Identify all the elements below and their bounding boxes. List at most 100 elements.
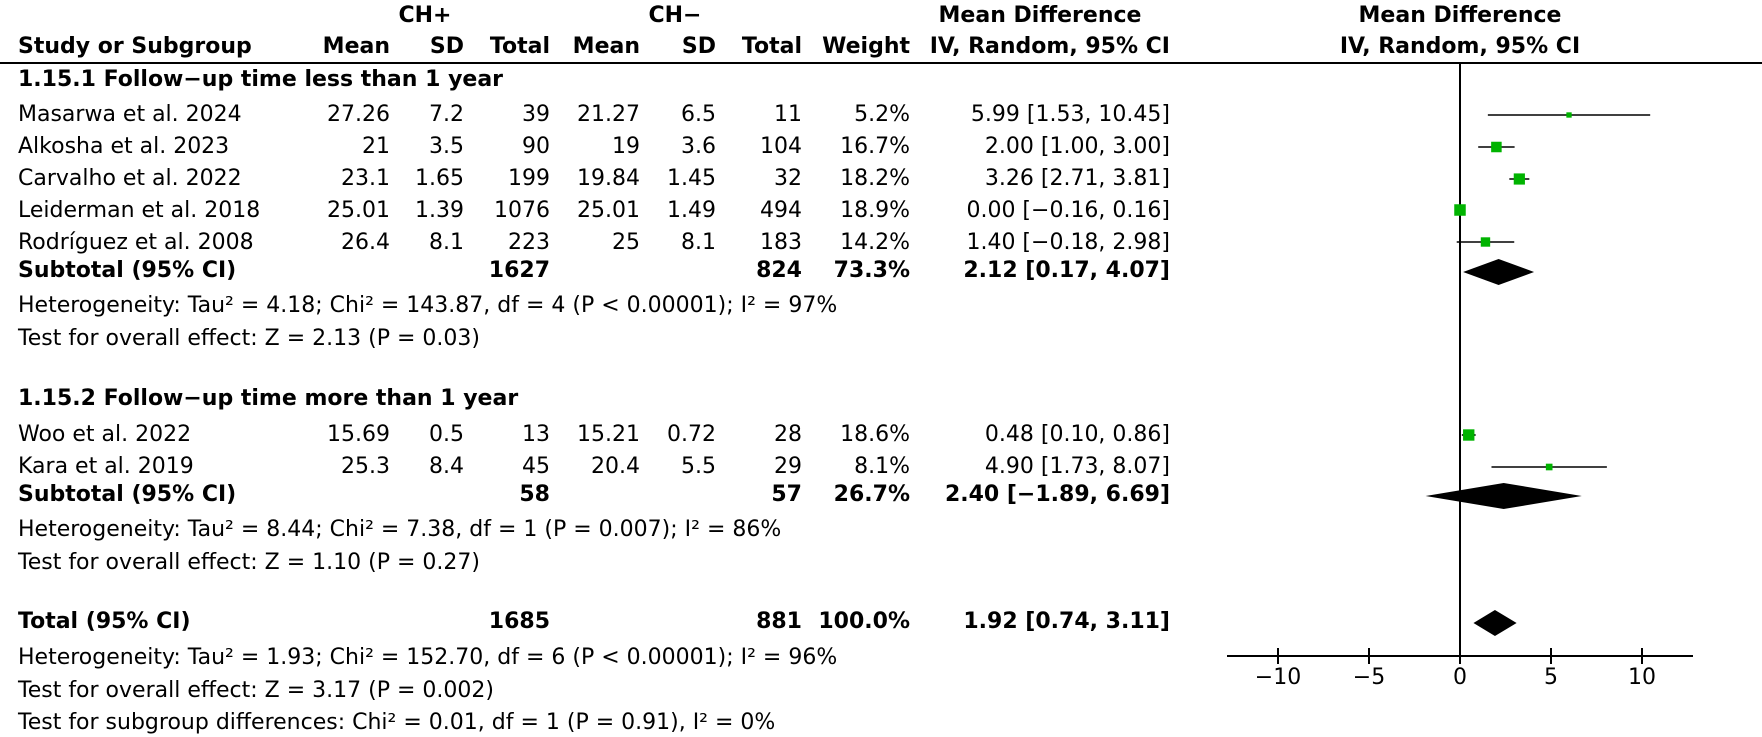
group1-header: CH+ <box>398 3 452 28</box>
total1-cell: 1076 <box>494 198 550 223</box>
total2-cell: 29 <box>774 454 802 479</box>
study-name: Kara et al. 2019 <box>18 454 194 479</box>
total2-cell: 104 <box>760 134 802 159</box>
sd2-cell: 5.5 <box>681 454 716 479</box>
mean2-col-header: Mean <box>572 34 640 59</box>
sd1-cell: 1.65 <box>415 166 464 191</box>
mean1-cell: 25.3 <box>341 454 390 479</box>
total2-col-header: Total <box>741 34 802 59</box>
subtotal-ci: 2.40 [−1.89, 6.69] <box>944 482 1170 507</box>
sd1-col-header: SD <box>429 34 464 59</box>
mean1-col-header: Mean <box>322 34 390 59</box>
mean1-cell: 25.01 <box>327 198 390 223</box>
ci-cell: 0.48 [0.10, 0.86] <box>984 422 1170 447</box>
x-axis-tick-label: 10 <box>1628 665 1656 690</box>
effect-square <box>1566 112 1572 118</box>
weight-cell: 18.9% <box>840 198 910 223</box>
weight-cell: 16.7% <box>840 134 910 159</box>
ci-cell: 2.00 [1.00, 3.00] <box>984 134 1170 159</box>
overall-effect-text: Test for overall effect: Z = 2.13 (P = 0… <box>18 326 480 351</box>
total1-cell: 39 <box>522 102 550 127</box>
study-name: Alkosha et al. 2023 <box>18 134 230 159</box>
pooled-diamond <box>1473 610 1517 636</box>
sd2-col-header: SD <box>681 34 716 59</box>
sd2-cell: 0.72 <box>667 422 716 447</box>
ci-cell: 4.90 [1.73, 8.07] <box>984 454 1170 479</box>
subgroup-title: 1.15.2 Follow−up time more than 1 year <box>18 386 519 411</box>
mean1-cell: 15.69 <box>327 422 390 447</box>
weight-cell: 18.2% <box>840 166 910 191</box>
subtotal-n2: 824 <box>756 258 802 283</box>
total2-cell: 494 <box>760 198 802 223</box>
study-name: Woo et al. 2022 <box>18 422 192 447</box>
mean1-cell: 27.26 <box>327 102 390 127</box>
sd1-cell: 7.2 <box>429 102 464 127</box>
total-heterogeneity-text: Heterogeneity: Tau² = 1.93; Chi² = 152.7… <box>18 645 838 670</box>
overall-effect-text: Test for overall effect: Z = 1.10 (P = 0… <box>18 550 480 575</box>
total2-cell: 183 <box>760 230 802 255</box>
effect-square <box>1463 429 1475 441</box>
total1-cell: 199 <box>508 166 550 191</box>
heterogeneity-text: Heterogeneity: Tau² = 4.18; Chi² = 143.8… <box>18 293 838 318</box>
effect-square <box>1545 463 1553 471</box>
subtotal-weight: 26.7% <box>833 482 910 507</box>
effect-square <box>1491 141 1502 153</box>
weight-cell: 18.6% <box>840 422 910 447</box>
subtotal-ci: 2.12 [0.17, 4.07] <box>963 258 1170 283</box>
total-weight: 100.0% <box>818 609 910 634</box>
sd1-cell: 8.4 <box>429 454 464 479</box>
subgroup-title: 1.15.1 Follow−up time less than 1 year <box>18 67 504 92</box>
total1-cell: 45 <box>522 454 550 479</box>
md-header-top: Mean Difference <box>938 3 1142 28</box>
total-n1: 1685 <box>488 609 550 634</box>
plot-header-top: Mean Difference <box>1358 3 1562 28</box>
total1-cell: 13 <box>522 422 550 447</box>
mean2-cell: 21.27 <box>577 102 640 127</box>
sd1-cell: 3.5 <box>429 134 464 159</box>
subtotal-label: Subtotal (95% CI) <box>18 482 237 507</box>
mean2-cell: 19.84 <box>577 166 640 191</box>
sd2-cell: 1.45 <box>667 166 716 191</box>
x-axis-tick-label: −5 <box>1353 665 1385 690</box>
effect-square <box>1513 173 1525 185</box>
ci-cell: 3.26 [2.71, 3.81] <box>984 166 1170 191</box>
total1-cell: 90 <box>522 134 550 159</box>
mean1-cell: 21 <box>362 134 390 159</box>
total2-cell: 32 <box>774 166 802 191</box>
sd1-cell: 0.5 <box>429 422 464 447</box>
x-axis-tick-label: 5 <box>1544 665 1558 690</box>
mean1-cell: 23.1 <box>341 166 390 191</box>
header-rule <box>0 62 1762 64</box>
weight-col-header: Weight <box>822 34 910 59</box>
sd2-cell: 8.1 <box>681 230 716 255</box>
sd2-cell: 3.6 <box>681 134 716 159</box>
sd2-cell: 6.5 <box>681 102 716 127</box>
subtotal-n1: 1627 <box>488 258 550 283</box>
sd1-cell: 8.1 <box>429 230 464 255</box>
total-n2: 881 <box>756 609 802 634</box>
mean2-cell: 25 <box>612 230 640 255</box>
study-name: Masarwa et al. 2024 <box>18 102 242 127</box>
ci-cell: 5.99 [1.53, 10.45] <box>970 102 1170 127</box>
mean2-cell: 20.4 <box>591 454 640 479</box>
ci-cell: 1.40 [−0.18, 2.98] <box>966 230 1170 255</box>
total2-cell: 11 <box>774 102 802 127</box>
pooled-diamond <box>1425 483 1582 509</box>
group2-header: CH− <box>648 3 702 28</box>
total1-col-header: Total <box>489 34 550 59</box>
effect-square <box>1454 204 1466 216</box>
study-col-header: Study or Subgroup <box>18 34 252 59</box>
plot-col-header: IV, Random, 95% CI <box>1339 34 1581 59</box>
study-name: Carvalho et al. 2022 <box>18 166 242 191</box>
study-name: Rodríguez et al. 2008 <box>18 230 254 255</box>
effect-square <box>1480 237 1491 247</box>
ci-cell: 0.00 [−0.16, 0.16] <box>966 198 1170 223</box>
total-ci: 1.92 [0.74, 3.11] <box>963 609 1170 634</box>
sd2-cell: 1.49 <box>667 198 716 223</box>
pooled-diamond <box>1463 259 1535 285</box>
total-overall-effect-text: Test for overall effect: Z = 3.17 (P = 0… <box>18 678 494 703</box>
sd1-cell: 1.39 <box>415 198 464 223</box>
subgroup-differences-text: Test for subgroup differences: Chi² = 0.… <box>18 710 776 735</box>
x-axis-tick-label: −10 <box>1255 665 1301 690</box>
total-label: Total (95% CI) <box>18 609 191 634</box>
